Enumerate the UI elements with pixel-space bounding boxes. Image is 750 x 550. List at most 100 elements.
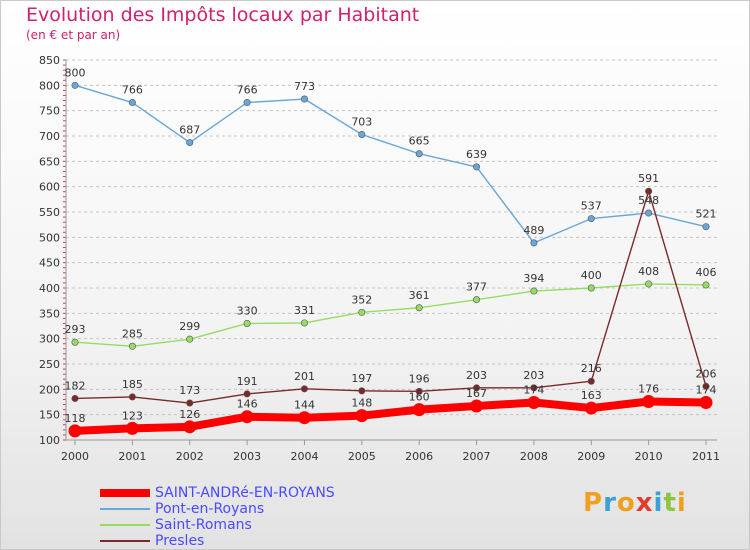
data-label: 196	[409, 372, 430, 385]
data-label: 773	[294, 80, 315, 93]
data-point	[473, 296, 481, 304]
data-label: 591	[638, 172, 659, 185]
y-tick-label: 600	[39, 181, 60, 194]
data-point	[128, 393, 136, 401]
legend-swatch	[100, 524, 150, 526]
y-tick-label: 200	[39, 383, 60, 396]
data-point	[473, 163, 481, 171]
data-label: 394	[523, 272, 544, 285]
x-tick-label: 2009	[577, 450, 605, 463]
data-point	[645, 280, 653, 288]
data-point	[240, 410, 254, 424]
y-tick-label: 150	[39, 409, 60, 422]
legend-label: Presles	[155, 533, 205, 549]
y-tick-label: 250	[39, 358, 60, 371]
data-label: 123	[122, 409, 143, 422]
data-label: 191	[237, 375, 258, 388]
axes: 100 150 200 250 300 350 400 450 500 550 600 650 700 7…	[39, 54, 720, 463]
series-4	[71, 187, 710, 407]
data-point	[186, 139, 194, 147]
data-label: 537	[581, 200, 602, 213]
data-label: 299	[179, 320, 200, 333]
data-point	[470, 399, 484, 413]
data-point	[71, 338, 79, 346]
x-tick-label: 2011	[692, 450, 720, 463]
data-label: 361	[409, 289, 430, 302]
grid-lines	[66, 59, 717, 441]
line-chart: 100 150 200 250 300 350 400 450 500 550 600 650 700 7…	[39, 54, 720, 463]
data-label: 331	[294, 304, 315, 317]
data-label: 167	[466, 387, 487, 400]
data-point	[125, 421, 139, 435]
series-line	[74, 84, 707, 244]
series-layer	[68, 81, 713, 438]
data-label: 201	[294, 370, 315, 383]
brand-letter: r	[603, 488, 617, 518]
data-label: 173	[179, 384, 200, 397]
data-label: 176	[638, 382, 659, 395]
data-label: 197	[351, 372, 372, 385]
data-label: 800	[65, 66, 86, 79]
brand-letter: i	[653, 488, 664, 518]
data-label: 285	[122, 327, 143, 340]
data-label: 216	[581, 362, 602, 375]
data-point	[530, 287, 538, 295]
brand-letter: x	[635, 488, 654, 518]
data-point	[412, 403, 426, 417]
data-label: 377	[466, 281, 487, 294]
data-point	[587, 215, 595, 223]
x-tick-label: 2001	[118, 450, 146, 463]
data-label: 639	[466, 148, 487, 161]
data-label: 352	[351, 293, 372, 306]
chart-title: Evolution des Impôts locaux par Habitant	[26, 4, 420, 26]
legend-swatch	[100, 508, 150, 510]
data-label: 203	[466, 369, 487, 382]
data-label: 163	[581, 389, 602, 402]
data-label: 408	[638, 265, 659, 278]
legend-label: SAINT-ANDRé-EN-ROYANS	[155, 485, 335, 501]
x-tick-label: 2004	[290, 450, 318, 463]
y-tick-label: 500	[39, 231, 60, 244]
data-point	[473, 384, 481, 392]
data-point	[415, 150, 423, 158]
brand-letter: t	[663, 488, 677, 518]
data-label: 703	[351, 115, 372, 128]
data-point	[186, 399, 194, 407]
legend-label: Saint-Romans	[155, 517, 252, 533]
series-line	[71, 397, 710, 435]
data-label: 118	[65, 412, 86, 425]
data-point	[128, 99, 136, 107]
data-label: 766	[122, 84, 143, 97]
data-point	[128, 342, 136, 350]
data-point	[297, 411, 311, 425]
data-point	[358, 308, 366, 316]
data-point	[415, 387, 423, 395]
y-tick-label: 750	[39, 105, 60, 118]
data-point	[702, 281, 710, 289]
x-tick-label: 2003	[233, 450, 261, 463]
y-tick-label: 650	[39, 155, 60, 168]
y-tick-label: 100	[39, 434, 60, 447]
data-label: 406	[696, 266, 717, 279]
data-point	[300, 95, 308, 103]
data-label: 148	[351, 397, 372, 410]
series-3	[71, 280, 710, 350]
x-tick-label: 2008	[520, 450, 548, 463]
y-tick-label: 850	[39, 54, 60, 67]
y-tick-label: 400	[39, 282, 60, 295]
data-label: 665	[409, 135, 430, 148]
data-point	[68, 424, 82, 438]
y-tick-label: 300	[39, 333, 60, 346]
series-line	[74, 190, 707, 404]
data-label: 293	[65, 323, 86, 336]
x-tick-label: 2007	[463, 450, 491, 463]
brand-letter: o	[616, 488, 636, 518]
data-point	[300, 319, 308, 327]
data-point	[642, 394, 656, 408]
y-tick-label: 700	[39, 130, 60, 143]
data-point	[587, 284, 595, 292]
data-label: 144	[294, 399, 315, 412]
x-tick-label: 2005	[348, 450, 376, 463]
brand-letter: i	[676, 488, 687, 518]
